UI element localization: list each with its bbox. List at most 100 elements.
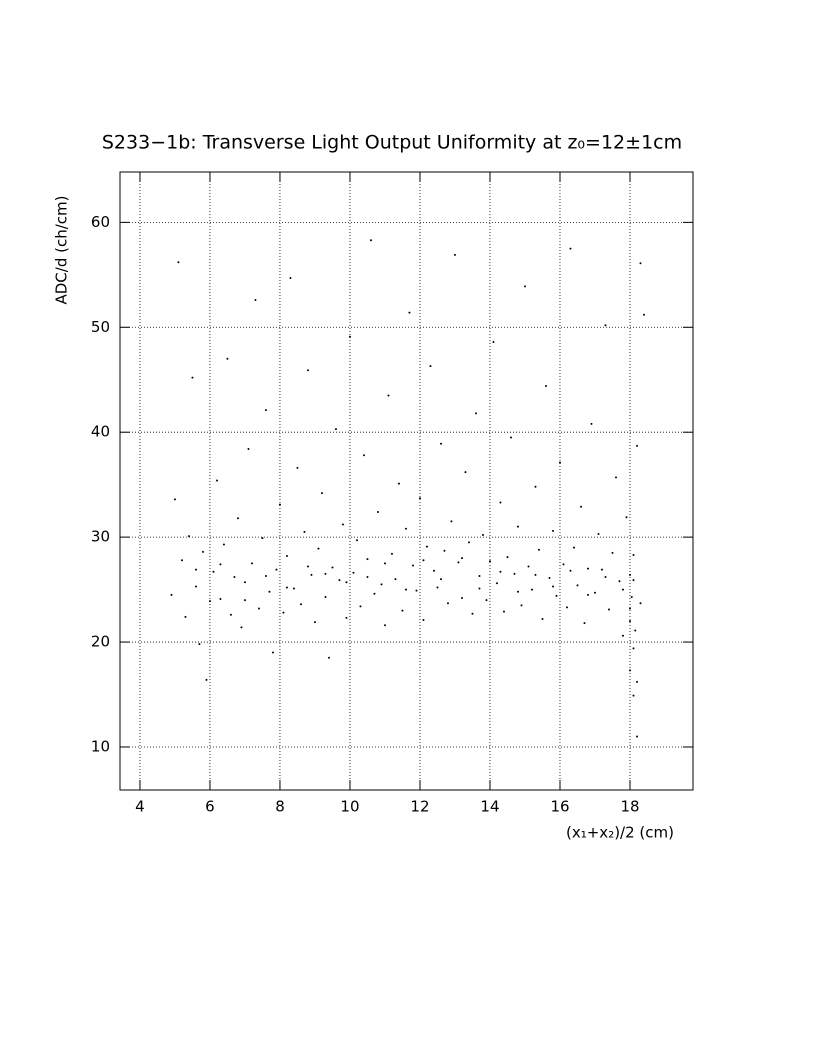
point <box>586 593 589 596</box>
point <box>618 580 621 583</box>
x-tick-label: 8 <box>275 798 285 816</box>
x-tick-label: 4 <box>135 798 145 816</box>
point <box>506 556 509 559</box>
point <box>275 568 278 571</box>
point <box>527 565 530 568</box>
point <box>569 569 572 572</box>
point <box>432 569 435 572</box>
point <box>485 599 488 602</box>
point <box>499 501 502 504</box>
point <box>415 589 418 592</box>
y-tick-label: 40 <box>91 423 110 441</box>
point <box>492 340 495 343</box>
point <box>586 567 589 570</box>
point <box>634 629 637 632</box>
point <box>534 573 537 576</box>
point <box>544 385 547 388</box>
point <box>467 541 470 544</box>
x-tick-label: 14 <box>480 798 499 816</box>
point <box>345 616 348 619</box>
point <box>219 598 222 601</box>
point <box>243 581 246 584</box>
point <box>317 547 320 550</box>
point <box>303 530 306 533</box>
x-tick-label: 12 <box>410 798 429 816</box>
point <box>324 572 327 575</box>
point <box>632 553 635 556</box>
point <box>264 409 267 412</box>
point <box>569 247 572 250</box>
point <box>558 461 561 464</box>
point <box>474 412 477 415</box>
point <box>590 422 593 425</box>
point <box>387 394 390 397</box>
point <box>383 624 386 627</box>
point <box>285 586 288 589</box>
y-tick-label: 10 <box>91 737 110 755</box>
point <box>362 454 365 457</box>
point <box>418 497 421 500</box>
point <box>390 552 393 555</box>
point <box>257 607 260 610</box>
point <box>271 651 274 654</box>
point <box>642 313 645 316</box>
point <box>401 609 404 612</box>
point <box>366 576 369 579</box>
point <box>639 262 642 265</box>
point <box>630 595 633 598</box>
point <box>187 535 190 538</box>
point <box>184 615 187 618</box>
point <box>562 563 565 566</box>
point <box>306 565 309 568</box>
point <box>628 669 631 672</box>
point <box>537 548 540 551</box>
point <box>198 643 201 646</box>
point <box>205 678 208 681</box>
point <box>635 735 638 738</box>
x-tick-label: 10 <box>340 798 359 816</box>
x-tick-label: 18 <box>620 798 639 816</box>
point <box>348 335 351 338</box>
point <box>404 588 407 591</box>
point <box>443 549 446 552</box>
point <box>208 600 211 603</box>
point <box>460 557 463 560</box>
point <box>268 590 271 593</box>
point <box>306 369 309 372</box>
point <box>600 568 603 571</box>
x-axis-label: (x₁+x₂)/2 (cm) <box>566 824 674 842</box>
point <box>551 529 554 532</box>
point <box>331 566 334 569</box>
point <box>341 523 344 526</box>
point <box>373 592 376 595</box>
point <box>488 560 491 563</box>
point <box>450 520 453 523</box>
point <box>250 562 253 565</box>
point <box>236 517 239 520</box>
point <box>247 447 250 450</box>
point <box>478 587 481 590</box>
y-tick-label: 50 <box>91 318 110 336</box>
point <box>201 550 204 553</box>
point <box>338 579 341 582</box>
point <box>621 634 624 637</box>
point <box>436 586 439 589</box>
point <box>170 593 173 596</box>
point <box>583 622 586 625</box>
point <box>509 436 512 439</box>
point <box>345 581 348 584</box>
point <box>572 546 575 549</box>
point <box>226 357 229 360</box>
point <box>516 590 519 593</box>
point <box>593 591 596 594</box>
point <box>604 576 607 579</box>
point <box>607 608 610 611</box>
plot-frame <box>119 171 694 791</box>
point <box>611 551 614 554</box>
point <box>380 583 383 586</box>
y-tick-label: 60 <box>91 213 110 231</box>
point <box>439 578 442 581</box>
point <box>289 276 292 279</box>
point <box>212 570 215 573</box>
point <box>229 613 232 616</box>
